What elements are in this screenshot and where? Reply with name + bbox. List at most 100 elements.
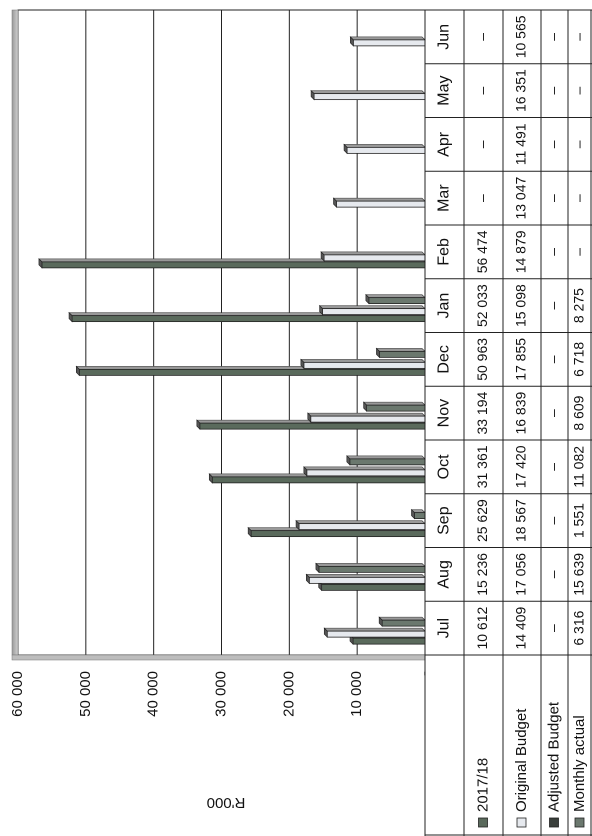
bar-end-face <box>323 627 328 638</box>
data-table-cell: 15 639 <box>571 553 587 596</box>
bar-top-face <box>343 144 426 148</box>
bar-original-budget <box>336 200 426 208</box>
bar-2017-18 <box>250 530 426 538</box>
bar-original-budget <box>322 308 426 316</box>
data-table-cell: 6 316 <box>571 610 587 645</box>
legend-swatch-1 <box>516 817 527 828</box>
bar-monthly-actual <box>318 565 426 573</box>
category-label: May <box>436 76 453 106</box>
category-label: Jul <box>436 618 453 638</box>
bar-end-face <box>196 419 201 430</box>
data-table-cell: – <box>474 33 490 41</box>
data-table-cell: 18 567 <box>513 499 529 542</box>
category-label: Aug <box>436 560 453 588</box>
data-table-cell: 16 839 <box>513 392 529 435</box>
data-table-cell: – <box>545 140 561 148</box>
bar-top-face <box>320 251 426 256</box>
bar-end-face <box>247 526 252 538</box>
bar-end-face <box>307 412 312 423</box>
bar-2017-18 <box>321 583 426 591</box>
data-table-cell: 8 609 <box>571 395 587 430</box>
bar-end-face <box>208 473 213 484</box>
bar-end-face <box>343 143 348 155</box>
data-table-cell: 1 551 <box>571 503 587 538</box>
legend-label-2: Adjusted Budget <box>545 701 562 812</box>
data-table-cell: 17 420 <box>513 445 529 488</box>
y-tick-label: 30 000 <box>212 671 229 717</box>
data-table-cell: 13 047 <box>513 177 529 220</box>
bar-top-face <box>295 520 426 524</box>
bar-top-face <box>378 616 426 621</box>
legend-label-3: Monthly actual <box>571 715 588 812</box>
bar-original-budget <box>352 39 426 47</box>
data-table-cell: – <box>545 463 561 471</box>
bar-end-face <box>295 519 300 531</box>
data-table-cell: – <box>571 140 587 148</box>
data-table-cell: – <box>571 33 587 41</box>
category-label: Apr <box>436 131 453 157</box>
bar-end-face <box>411 508 415 520</box>
data-table-cell: 56 474 <box>474 230 490 273</box>
bar-top-face <box>323 627 426 632</box>
data-table-cell: 31 361 <box>474 445 490 488</box>
data-table-cell: 17 056 <box>513 553 529 596</box>
bar-monthly-actual <box>349 458 426 466</box>
data-table-cell: 52 033 <box>474 284 490 327</box>
y-tick-label: 40 000 <box>145 671 162 717</box>
data-table-cell: – <box>545 409 561 417</box>
plot-floor <box>11 9 19 656</box>
bar-end-face <box>376 347 380 359</box>
bar-top-face <box>303 466 426 471</box>
bar-end-face <box>378 616 383 627</box>
data-table-cell: 15 236 <box>474 553 490 596</box>
data-table-cell: 8 275 <box>571 288 587 323</box>
category-label: Jan <box>436 293 453 319</box>
bar-original-budget <box>310 415 426 423</box>
data-table-cell: 16 351 <box>513 69 529 112</box>
data-table-cell: – <box>545 517 561 525</box>
data-table-cell: – <box>545 33 561 41</box>
bar-end-face <box>76 365 80 377</box>
bar-original-budget <box>346 146 426 154</box>
category-label: Sep <box>436 506 453 535</box>
category-label: Nov <box>436 399 453 427</box>
data-table-cell: – <box>571 248 587 256</box>
data-table-cell: 6 718 <box>571 342 587 377</box>
bar-2017-18 <box>211 476 426 484</box>
bar-top-face <box>305 574 426 578</box>
bar-end-face <box>363 401 367 412</box>
bar-top-face <box>362 401 426 406</box>
data-table-cell: – <box>571 194 587 202</box>
bar-end-face <box>68 311 73 323</box>
data-table-cell: 14 879 <box>513 230 529 273</box>
bar-monthly-actual <box>414 512 426 520</box>
bar-top-face <box>375 348 426 352</box>
data-table-cell: 17 855 <box>513 338 529 381</box>
bar-monthly-actual <box>366 404 426 412</box>
bar-monthly-actual <box>368 297 426 305</box>
bar-original-budget <box>323 254 426 262</box>
bar-end-face <box>315 562 320 574</box>
bar-top-face <box>346 455 426 460</box>
bar-end-face <box>319 304 323 316</box>
y-tick-label: 50 000 <box>77 671 94 717</box>
y-tick-label: - <box>416 671 433 676</box>
data-table-cell: – <box>571 87 587 95</box>
bar-2017-18 <box>352 637 426 645</box>
legend-label-0: 2017/18 <box>474 758 491 812</box>
data-table-cell: – <box>474 140 490 148</box>
data-table-cell: – <box>545 248 561 256</box>
bar-monthly-actual <box>379 350 426 358</box>
bar-end-face <box>320 251 325 262</box>
bar-top-face <box>315 563 426 567</box>
bar-original-budget <box>298 523 426 531</box>
data-table-cell: – <box>545 194 561 202</box>
bar-top-face <box>365 294 426 298</box>
data-table-cell: 33 194 <box>474 392 490 435</box>
data-table-cell: – <box>545 624 561 632</box>
bar-top-face <box>349 36 426 41</box>
bar-top-face <box>307 412 426 417</box>
bar-2017-18 <box>71 315 426 323</box>
bar-2017-18 <box>199 422 426 430</box>
y-tick-label: 60 000 <box>9 671 26 717</box>
